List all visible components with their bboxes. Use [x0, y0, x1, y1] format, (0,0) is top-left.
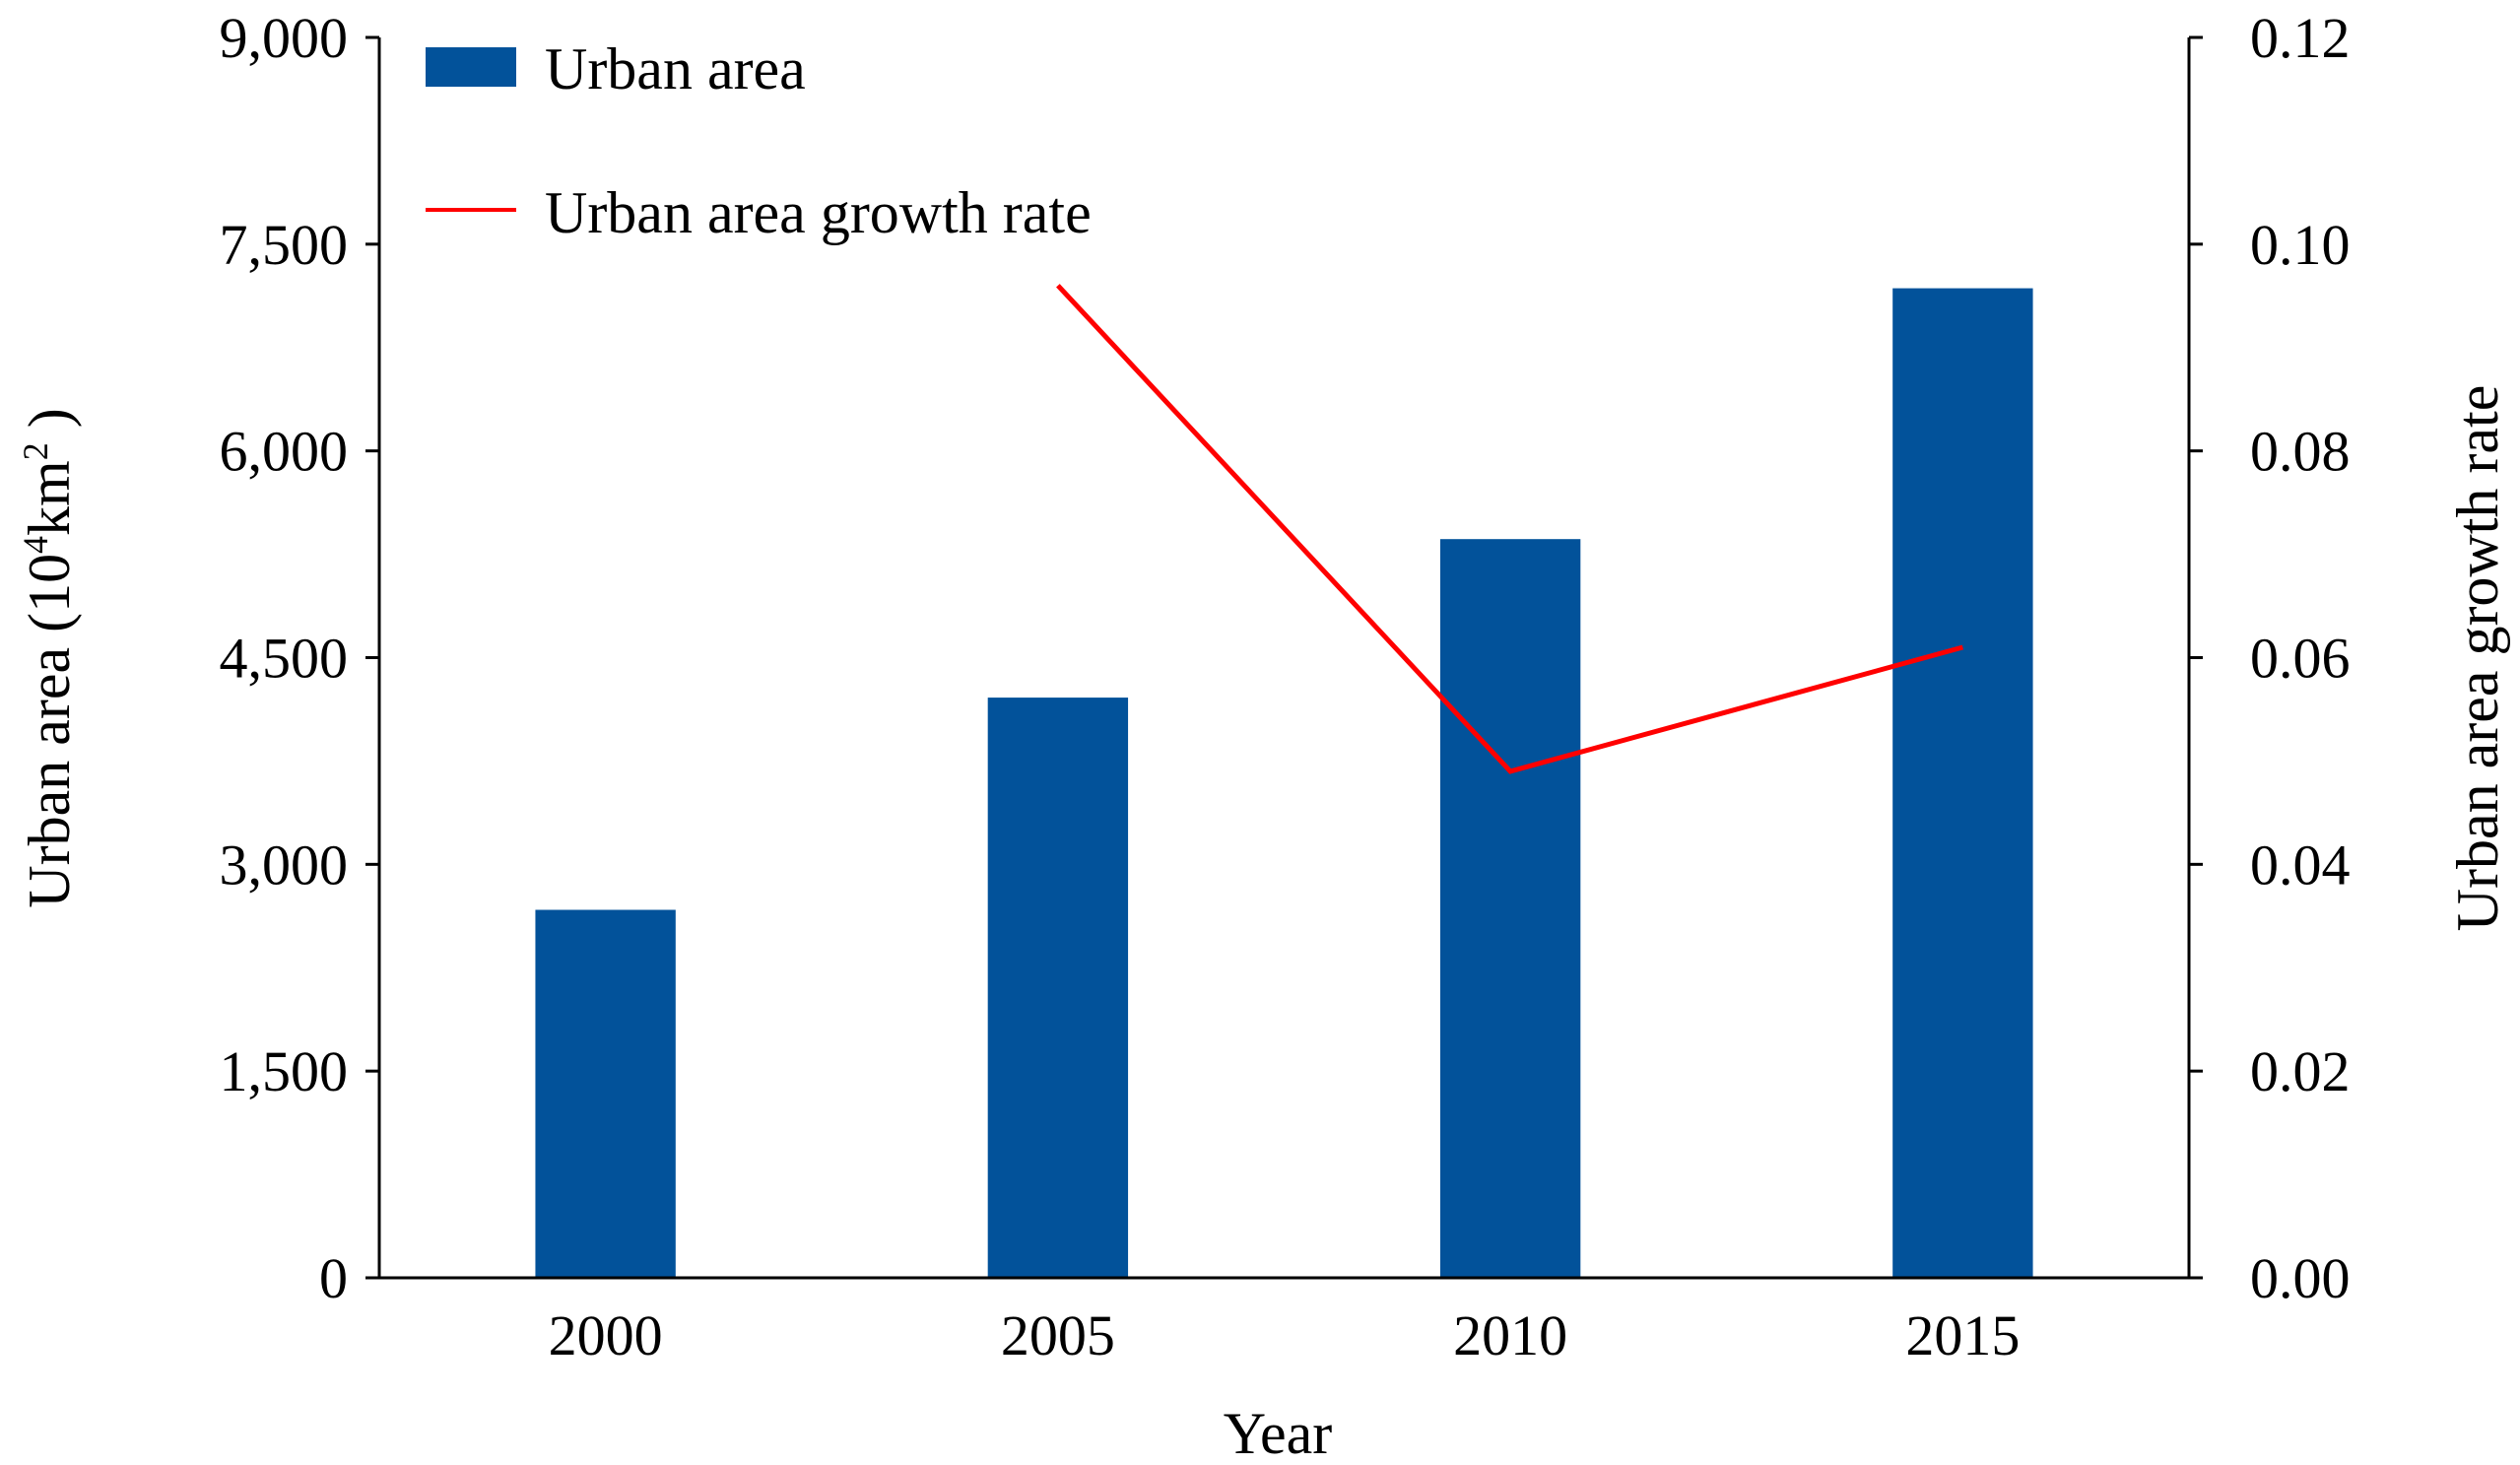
right-axis-title: Urban area growth rate [2445, 385, 2510, 932]
x-axis-title: Year [1224, 1401, 1333, 1465]
right-tick-label-0.00: 0.00 [2250, 1246, 2351, 1310]
right-tick-label-0.02: 0.02 [2250, 1039, 2351, 1103]
x-tick-label-2015: 2015 [1905, 1303, 2020, 1367]
growth-line-group [1056, 284, 1964, 774]
legend-bar-swatch [426, 47, 516, 87]
left-axis-title-end: ) [17, 408, 82, 442]
right-tick-label-0.06: 0.06 [2250, 627, 2351, 691]
left-tick-label-3,000: 3,000 [220, 832, 349, 897]
left-tick-label-6,000: 6,000 [220, 420, 349, 484]
left-ticks-group: 0 1,500 3,000 4,500 6,000 7,500 9,000 [220, 6, 379, 1310]
left-axis-title-sup2: 2 [16, 442, 55, 460]
legend: Urban area Urban area growth rate [426, 36, 1092, 245]
x-tick-label-2005: 2005 [1001, 1303, 1115, 1367]
legend-line-label: Urban area growth rate [545, 180, 1092, 245]
bar-2015 [1892, 288, 2033, 1278]
right-tick-label-0.08: 0.08 [2250, 420, 2351, 484]
x-tick-label-2010: 2010 [1453, 1303, 1567, 1367]
right-tick-label-0.04: 0.04 [2250, 832, 2351, 897]
x-tick-label-2000: 2000 [549, 1303, 663, 1367]
left-tick-label-4,500: 4,500 [220, 627, 349, 691]
bars-group [535, 288, 2033, 1278]
bar-2000 [535, 909, 676, 1278]
left-tick-label-7,500: 7,500 [220, 213, 349, 277]
legend-bar-label: Urban area [545, 36, 806, 101]
left-axis-title-mid: km [17, 460, 82, 536]
left-axis-title: Urban area (104km2 ) [16, 408, 82, 907]
left-tick-label-1,500: 1,500 [220, 1039, 349, 1103]
left-tick-label-0: 0 [319, 1246, 348, 1310]
left-tick-label-9,000: 9,000 [220, 6, 349, 70]
bar-2010 [1439, 539, 1581, 1278]
right-ticks-group: 0.00 0.02 0.04 0.06 0.08 0.10 0.12 [2189, 6, 2351, 1310]
right-tick-label-0.12: 0.12 [2250, 6, 2351, 70]
left-axis-title-sup1: 4 [16, 536, 55, 554]
growth-rate-line [1056, 284, 1964, 774]
left-axis-title-main: Urban area (10 [17, 554, 82, 908]
bar-2005 [987, 698, 1129, 1278]
x-ticks-group: 2000 2005 2010 2015 [549, 1303, 2021, 1367]
right-tick-label-0.10: 0.10 [2250, 213, 2351, 277]
